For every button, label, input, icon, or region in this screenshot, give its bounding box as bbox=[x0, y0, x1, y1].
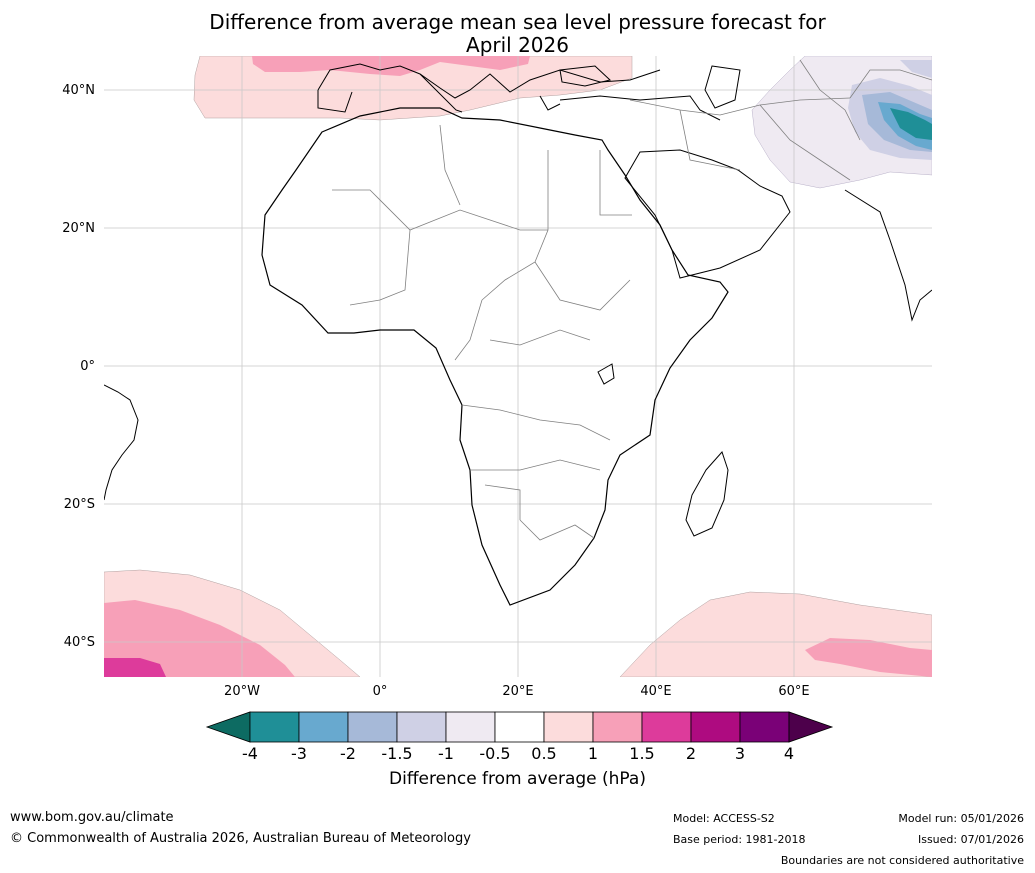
footer-website[interactable]: www.bom.gov.au/climate bbox=[10, 810, 174, 825]
colorbar-arrow-low bbox=[205, 711, 251, 743]
india-coastline bbox=[844, 189, 932, 322]
lon-label-0: 0° bbox=[372, 684, 388, 699]
colorbar-label: -3 bbox=[291, 744, 307, 763]
colorbar-label: 1.5 bbox=[629, 744, 655, 763]
colorbar-label: -1.5 bbox=[381, 744, 413, 763]
footer-disclaimer: Boundaries are not considered authoritat… bbox=[780, 854, 1024, 867]
colorbar-label: -2 bbox=[340, 744, 356, 763]
footer-base-period: Base period: 1981-2018 bbox=[673, 833, 806, 846]
mediterranean-anomaly-region bbox=[193, 56, 633, 121]
footer-model-run: Model run: 05/01/2026 bbox=[898, 812, 1024, 825]
colorbar-segment bbox=[494, 711, 545, 743]
colorbar-label: 0.5 bbox=[531, 744, 557, 763]
colorbar-label: -1 bbox=[438, 744, 454, 763]
lon-label-60e: 60°E bbox=[778, 684, 810, 699]
mediterranean-strong-anomaly bbox=[252, 56, 530, 76]
lat-label-40s: 40°S bbox=[63, 635, 95, 650]
colorbar-segment bbox=[690, 711, 741, 743]
colorbar-segment bbox=[298, 711, 349, 743]
lat-label-40n: 40°N bbox=[62, 83, 95, 98]
colorbar-label: -4 bbox=[242, 744, 258, 763]
colorbar-segment bbox=[739, 711, 790, 743]
africa-coastline bbox=[261, 107, 729, 606]
footer-issued: Issued: 07/01/2026 bbox=[917, 833, 1024, 846]
colorbar-segment bbox=[396, 711, 447, 743]
colorbar-arrow-high bbox=[788, 711, 834, 743]
map-title-line1: Difference from average mean sea level p… bbox=[209, 10, 826, 34]
europe-coastline bbox=[317, 63, 661, 99]
colorbar-segment bbox=[543, 711, 594, 743]
colorbar-segment bbox=[347, 711, 398, 743]
map-title-line2: April 2026 bbox=[466, 33, 569, 57]
lon-label-20e: 20°E bbox=[502, 684, 534, 699]
colorbar-segment bbox=[249, 711, 300, 743]
lat-label-20n: 20°N bbox=[62, 221, 95, 236]
footer-model: Model: ACCESS-S2 bbox=[673, 812, 775, 825]
colorbar-segment bbox=[445, 711, 496, 743]
lon-label-40e: 40°E bbox=[640, 684, 672, 699]
footer-copyright: © Commonwealth of Australia 2026, Austra… bbox=[10, 831, 471, 846]
colorbar-label: 3 bbox=[734, 744, 746, 763]
graticule bbox=[104, 56, 932, 677]
south-america-coastline bbox=[104, 384, 139, 501]
map-area bbox=[104, 56, 932, 677]
lon-label-20w: 20°W bbox=[224, 684, 260, 699]
colorbar-segment bbox=[641, 711, 692, 743]
lat-label-0: 0° bbox=[80, 359, 95, 374]
colorbar-segment bbox=[592, 711, 643, 743]
arabian-peninsula bbox=[624, 149, 791, 279]
colorbar-label: -0.5 bbox=[479, 744, 511, 763]
colorbar-title: Difference from average (hPa) bbox=[389, 769, 646, 789]
colorbar-label: 4 bbox=[783, 744, 795, 763]
lat-label-20s: 20°S bbox=[63, 497, 95, 512]
madagascar bbox=[685, 451, 729, 537]
colorbar-label: 1 bbox=[587, 744, 599, 763]
country-borders bbox=[332, 59, 932, 541]
colorbar-label: 2 bbox=[685, 744, 697, 763]
